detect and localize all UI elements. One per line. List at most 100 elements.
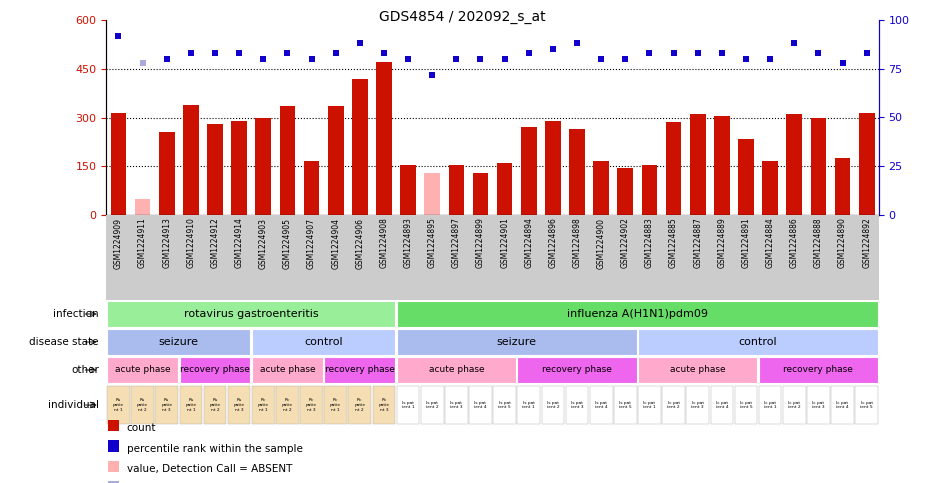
Text: Ic pat
ient 3: Ic pat ient 3: [812, 401, 825, 409]
Text: seizure: seizure: [159, 337, 199, 347]
Text: Ic pat
ient 1: Ic pat ient 1: [643, 401, 656, 409]
Text: Rc
patie
nt 2: Rc patie nt 2: [282, 398, 293, 412]
Bar: [279, 106, 295, 215]
Text: GSM1224913: GSM1224913: [162, 217, 171, 269]
Bar: [231, 121, 247, 215]
Text: rotavirus gastroenteritis: rotavirus gastroenteritis: [184, 309, 318, 319]
Text: GSM1224911: GSM1224911: [138, 217, 147, 268]
Bar: [758, 386, 782, 425]
Bar: [401, 165, 416, 215]
Bar: [786, 114, 802, 215]
Bar: [107, 301, 395, 327]
Text: Rs
patie
nt 2: Rs patie nt 2: [209, 398, 220, 412]
Bar: [107, 329, 251, 355]
Text: Ic pat
ient 3: Ic pat ient 3: [691, 401, 704, 409]
Text: GSM1224897: GSM1224897: [451, 217, 461, 269]
Text: influenza A(H1N1)pdm09: influenza A(H1N1)pdm09: [567, 309, 708, 319]
Text: Ic pat
ient 4: Ic pat ient 4: [716, 401, 728, 409]
Bar: [303, 161, 319, 215]
Text: infection: infection: [54, 309, 99, 319]
Bar: [690, 114, 706, 215]
Text: control: control: [304, 337, 343, 347]
Bar: [179, 357, 251, 383]
Text: recovery phase: recovery phase: [180, 366, 250, 374]
Text: Rs
patie
nt 3: Rs patie nt 3: [161, 398, 172, 412]
Bar: [204, 386, 227, 425]
Bar: [856, 386, 878, 425]
Bar: [686, 386, 709, 425]
Bar: [352, 79, 367, 215]
Text: GSM1224886: GSM1224886: [790, 217, 799, 268]
Bar: [349, 386, 371, 425]
Text: recovery phase: recovery phase: [542, 366, 612, 374]
Bar: [131, 386, 154, 425]
Text: GSM1224898: GSM1224898: [573, 217, 582, 268]
Text: Rc
patie
nt 1: Rc patie nt 1: [330, 398, 341, 412]
Bar: [666, 122, 682, 215]
Bar: [762, 161, 778, 215]
Text: value, Detection Call = ABSENT: value, Detection Call = ABSENT: [127, 464, 292, 474]
Bar: [521, 127, 536, 215]
Bar: [541, 386, 564, 425]
Bar: [255, 117, 271, 215]
Text: Is pat
ient 2: Is pat ient 2: [426, 401, 438, 409]
Text: Is pat
ient 5: Is pat ient 5: [619, 401, 632, 409]
Bar: [638, 357, 758, 383]
Text: Ic pat
ient 1: Ic pat ient 1: [764, 401, 776, 409]
Text: GSM1224901: GSM1224901: [500, 217, 509, 269]
Text: GSM1224891: GSM1224891: [742, 217, 750, 268]
Text: Rc
patie
nt 2: Rc patie nt 2: [354, 398, 365, 412]
Bar: [135, 199, 151, 215]
Bar: [738, 139, 754, 215]
Text: GSM1224885: GSM1224885: [669, 217, 678, 268]
Bar: [545, 121, 561, 215]
Text: GSM1224899: GSM1224899: [476, 217, 485, 269]
Bar: [593, 161, 609, 215]
Bar: [179, 386, 203, 425]
Bar: [397, 386, 419, 425]
Bar: [107, 386, 130, 425]
Bar: [397, 329, 636, 355]
Text: other: other: [71, 365, 99, 375]
Bar: [252, 386, 275, 425]
Text: Is pat
ient 5: Is pat ient 5: [499, 401, 511, 409]
Bar: [642, 165, 658, 215]
Text: Rs
patie
nt 2: Rs patie nt 2: [137, 398, 148, 412]
Text: GSM1224895: GSM1224895: [427, 217, 437, 269]
Text: Is pat
ient 1: Is pat ient 1: [523, 401, 535, 409]
Text: disease state: disease state: [30, 337, 99, 347]
Bar: [228, 386, 251, 425]
Bar: [159, 132, 175, 215]
Bar: [710, 386, 734, 425]
Text: GSM1224903: GSM1224903: [259, 217, 267, 269]
Text: GSM1224906: GSM1224906: [355, 217, 364, 269]
Bar: [445, 386, 468, 425]
Text: GSM1224896: GSM1224896: [549, 217, 558, 269]
Bar: [376, 62, 392, 215]
Bar: [111, 113, 127, 215]
Text: Is pat
ient 3: Is pat ient 3: [450, 401, 462, 409]
Bar: [714, 116, 730, 215]
Bar: [397, 301, 878, 327]
Text: GSM1224883: GSM1224883: [645, 217, 654, 268]
Text: count: count: [127, 424, 156, 433]
Text: Is pat
ient 4: Is pat ient 4: [475, 401, 487, 409]
Text: Rs
patie
nt 3: Rs patie nt 3: [234, 398, 245, 412]
Text: recovery phase: recovery phase: [325, 366, 395, 374]
Bar: [808, 386, 830, 425]
Text: GSM1224890: GSM1224890: [838, 217, 847, 269]
Bar: [397, 357, 516, 383]
Text: GSM1224892: GSM1224892: [862, 217, 871, 268]
Bar: [276, 386, 299, 425]
Text: Ic pat
ient 2: Ic pat ient 2: [667, 401, 680, 409]
Text: GSM1224904: GSM1224904: [331, 217, 340, 269]
Bar: [783, 386, 806, 425]
Text: GSM1224893: GSM1224893: [403, 217, 413, 269]
Text: individual: individual: [48, 400, 99, 410]
Text: Ic pat
ient 5: Ic pat ient 5: [860, 401, 873, 409]
Bar: [325, 386, 347, 425]
Text: GSM1224902: GSM1224902: [621, 217, 630, 269]
Text: Rc
patie
nt 3: Rc patie nt 3: [378, 398, 389, 412]
Bar: [327, 106, 343, 215]
Text: GSM1224914: GSM1224914: [235, 217, 243, 269]
